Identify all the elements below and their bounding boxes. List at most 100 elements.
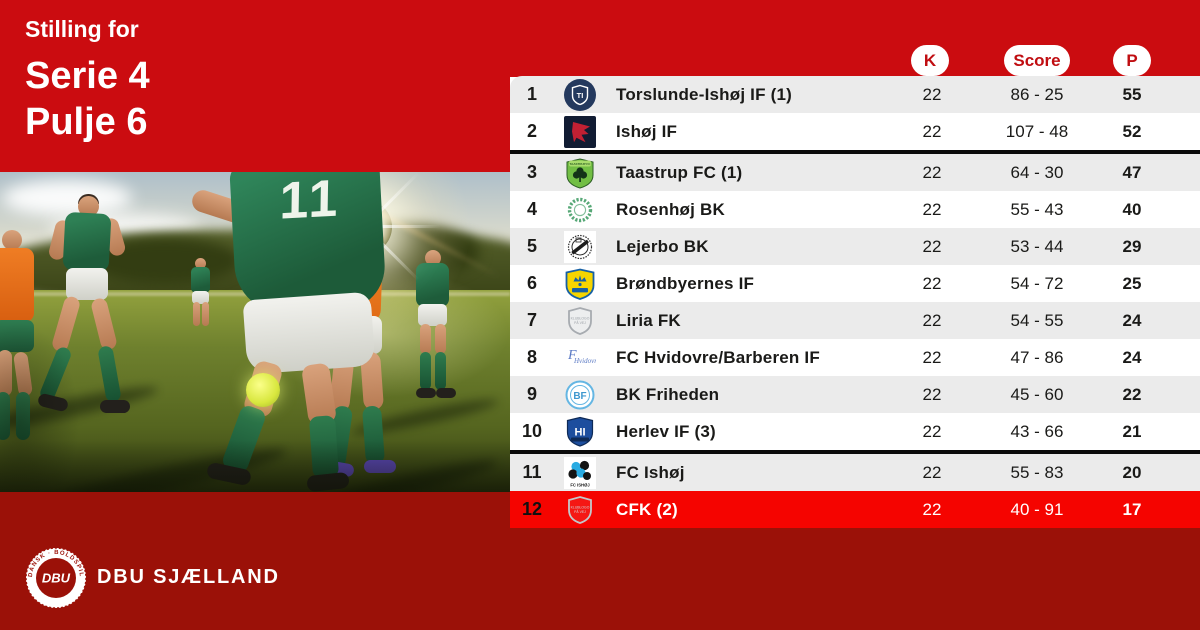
matches-played: 22 xyxy=(922,236,942,256)
player-leg xyxy=(193,302,200,326)
column-header-points: P xyxy=(1113,45,1151,76)
team-name: Liria FK xyxy=(616,310,681,330)
player-shorts xyxy=(0,320,34,352)
team-name: Herlev IF (3) xyxy=(616,421,716,441)
team-name: CFK (2) xyxy=(616,499,678,519)
points: 25 xyxy=(1122,273,1142,293)
player-leg xyxy=(202,302,209,326)
goal-score: 54 - 72 xyxy=(1010,273,1064,293)
table-row: 4 Rosenhøj BK 22 55 - 43 40 xyxy=(510,191,1200,228)
team-name: FC Ishøj xyxy=(616,462,685,482)
title-red-block xyxy=(0,0,510,172)
team-logo-taastrup-fc-icon: TAASTRUP FC xyxy=(564,157,596,189)
table-row: 6 Brøndbyernes IF 22 54 - 72 25 xyxy=(510,265,1200,302)
goal-score: 54 - 55 xyxy=(1010,310,1064,330)
goal-score: 53 - 44 xyxy=(1010,236,1064,256)
team-logo-fc-hvidovre-icon: F Hvidovre xyxy=(564,341,596,374)
soccer-ball xyxy=(246,373,280,407)
matches-played: 22 xyxy=(922,462,942,482)
points: 21 xyxy=(1122,421,1142,441)
player-shoe xyxy=(416,388,436,398)
table-row: 8 F Hvidovre FC Hvidovre/Barberen IF 22 … xyxy=(510,339,1200,376)
player-head xyxy=(2,230,22,250)
logo-initials: BF xyxy=(573,391,586,402)
goal-score: 86 - 25 xyxy=(1010,84,1064,104)
player-shorts xyxy=(192,291,209,304)
logo-placeholder-text: PÅ VEJ xyxy=(574,320,586,325)
player-sock xyxy=(16,392,30,440)
team-logo-torslunde-ishoj-icon: TI xyxy=(564,78,596,111)
matches-played: 22 xyxy=(922,421,942,441)
logo-text: FC ISHØJ xyxy=(570,482,590,487)
player-shirt xyxy=(416,263,449,307)
player-head xyxy=(78,196,99,217)
team-logo-brondbyernes-if-icon xyxy=(564,268,596,300)
team-name: Rosenhøj BK xyxy=(616,199,725,219)
goal-score: 45 - 60 xyxy=(1010,384,1064,404)
logo-placeholder-text: KLUBLOGO xyxy=(571,316,590,320)
rank: 11 xyxy=(522,462,542,482)
matches-played: 22 xyxy=(922,199,942,219)
promotion-divider xyxy=(510,150,1200,154)
hero-photo: 11 xyxy=(0,172,510,492)
title-line-2: Pulje 6 xyxy=(25,101,148,144)
rank: 4 xyxy=(526,199,537,219)
table-row: 10 HI Herlev IF (3) 22 43 - 66 21 xyxy=(510,413,1200,450)
player-shirt xyxy=(62,211,112,273)
table-row: 9 BF BK Friheden 22 45 - 60 22 xyxy=(510,376,1200,413)
points: 40 xyxy=(1122,199,1142,219)
matches-played: 22 xyxy=(922,347,942,367)
table-row: 5 Lejerbo BK 22 53 - 44 29 xyxy=(510,228,1200,265)
matches-played: 22 xyxy=(922,499,942,519)
goal-score: 64 - 30 xyxy=(1010,162,1064,182)
logo-initials: HI xyxy=(575,426,586,438)
player-sock xyxy=(420,352,431,390)
team-name: Brøndbyernes IF xyxy=(616,273,755,293)
player-leg xyxy=(89,296,119,352)
player-sock xyxy=(97,345,122,403)
team-name: Taastrup FC (1) xyxy=(616,162,743,182)
player-shorts xyxy=(66,268,108,300)
background-player xyxy=(36,194,140,466)
logo-script-initial: F xyxy=(567,348,577,363)
standings-table: 1 TI Torslunde-Ishøj IF (1) 22 86 - 25 5… xyxy=(510,76,1200,528)
goal-score: 47 - 86 xyxy=(1010,347,1064,367)
team-name: Ishøj IF xyxy=(616,121,678,141)
player-head xyxy=(425,250,441,266)
rank: 6 xyxy=(526,273,537,293)
goal-score: 43 - 66 xyxy=(1010,421,1064,441)
title-line-1: Serie 4 xyxy=(25,55,150,97)
photo-vignette xyxy=(0,322,80,492)
points: 47 xyxy=(1122,162,1142,182)
player-head xyxy=(195,258,206,269)
team-name: FC Hvidovre/Barberen IF xyxy=(616,347,820,367)
background-player xyxy=(0,230,44,472)
rank: 3 xyxy=(526,162,537,182)
rank: 8 xyxy=(526,347,537,367)
matches-played: 22 xyxy=(922,384,942,404)
player-leg xyxy=(420,324,431,354)
points: 17 xyxy=(1122,499,1142,519)
title-eyebrow: Stilling for xyxy=(25,16,139,42)
goal-score: 40 - 91 xyxy=(1010,499,1064,519)
background-player xyxy=(188,258,218,348)
rank: 12 xyxy=(521,499,543,519)
player-shoe xyxy=(436,388,456,398)
logo-text: TAASTRUP FC xyxy=(570,162,592,166)
matches-played: 22 xyxy=(922,273,942,293)
team-logo-lejerbo-bk-icon xyxy=(564,230,596,263)
player-leg xyxy=(435,324,446,354)
footer-brand-text: DBU SJÆLLAND xyxy=(97,566,280,588)
goal-score: 55 - 83 xyxy=(1010,462,1064,482)
page-title: Stilling for Serie 4 Pulje 6 xyxy=(25,16,150,146)
team-logo-ishoj-if-icon xyxy=(564,115,596,148)
team-logo-cfk-placeholder-icon: KLUBLOGO PÅ VEJ xyxy=(564,494,596,526)
team-logo-herlev-if-icon: HI xyxy=(564,416,596,448)
points: 29 xyxy=(1122,236,1142,256)
points: 22 xyxy=(1122,384,1142,404)
team-name: Lejerbo BK xyxy=(616,236,709,256)
team-logo-liria-fk-placeholder-icon: KLUBLOGO PÅ VEJ xyxy=(564,305,596,337)
rank: 2 xyxy=(526,121,537,141)
rank: 5 xyxy=(526,236,537,256)
player-sock xyxy=(435,352,446,390)
